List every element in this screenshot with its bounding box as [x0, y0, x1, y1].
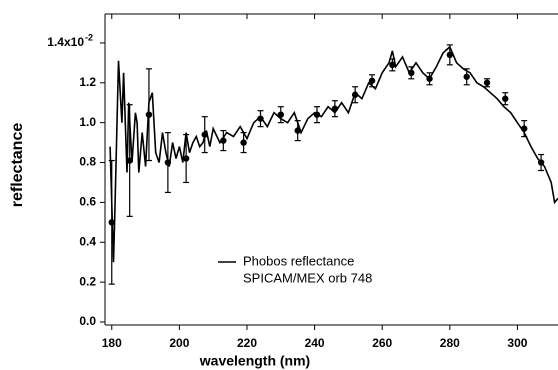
- x-tick-label: 240: [305, 336, 325, 350]
- point: [331, 105, 339, 112]
- error-point: [351, 86, 359, 104]
- point: [220, 137, 227, 144]
- error-point: [182, 134, 190, 184]
- error-point: [220, 130, 227, 152]
- x-tick-label: 260: [372, 336, 392, 350]
- error-point: [408, 66, 415, 80]
- point: [351, 91, 359, 98]
- x-tick-label: 200: [169, 336, 189, 350]
- error-point: [240, 132, 247, 154]
- point: [126, 157, 133, 164]
- point: [502, 95, 509, 102]
- x-axis-label: wavelength (nm): [199, 353, 310, 369]
- error-point: [446, 44, 454, 66]
- y-axis-label: reflectance: [9, 123, 26, 208]
- error-point: [426, 72, 433, 86]
- point: [145, 111, 153, 118]
- error-point: [201, 116, 208, 154]
- point: [368, 77, 376, 84]
- y-tick-label: 0.6: [79, 195, 96, 209]
- y-exponent: -2: [85, 32, 93, 42]
- x-tick-label: 280: [440, 336, 460, 350]
- point: [108, 219, 115, 226]
- error-point: [164, 132, 172, 194]
- error-point: [520, 120, 528, 138]
- legend-label: Phobos reflectance: [243, 253, 354, 268]
- error-point: [277, 106, 284, 124]
- x-tick-label: 220: [237, 336, 257, 350]
- point: [294, 127, 301, 134]
- point: [277, 111, 284, 118]
- point: [408, 69, 415, 77]
- point: [426, 75, 433, 82]
- x-tick-label: 300: [507, 336, 527, 350]
- error-point: [483, 78, 491, 88]
- point: [313, 111, 321, 118]
- error-point: [389, 58, 396, 72]
- point: [483, 79, 491, 86]
- error-point: [502, 92, 509, 106]
- y-tick-label: 1.4x10: [47, 35, 84, 49]
- error-point: [368, 74, 376, 88]
- annotation: SPICAM/MEX orb 748: [243, 270, 372, 285]
- y-tick-label: 0.4: [79, 234, 96, 248]
- point: [389, 61, 396, 69]
- x-tick-label: 180: [102, 336, 122, 350]
- point: [537, 159, 545, 166]
- point: [463, 73, 470, 80]
- error-point: [257, 110, 264, 128]
- error-point: [463, 68, 470, 86]
- y-tick-label: 0.2: [79, 274, 96, 288]
- point: [182, 155, 190, 162]
- y-tick-label: 0.8: [79, 155, 96, 169]
- error-point: [331, 100, 339, 118]
- error-point: [537, 153, 545, 172]
- error-point: [313, 106, 321, 124]
- point: [520, 125, 528, 132]
- point: [446, 51, 454, 59]
- y-tick-label: 1.0: [79, 115, 96, 129]
- error-point: [126, 104, 133, 217]
- spectrum-line: [109, 45, 558, 263]
- point: [164, 159, 172, 166]
- error-point: [108, 159, 115, 285]
- error-point: [145, 68, 153, 162]
- y-tick-label: 1.2: [79, 75, 96, 89]
- error-point: [294, 120, 301, 142]
- y-tick-label: 0.0: [79, 314, 96, 328]
- point: [257, 115, 264, 122]
- point: [201, 131, 208, 138]
- point: [240, 139, 247, 146]
